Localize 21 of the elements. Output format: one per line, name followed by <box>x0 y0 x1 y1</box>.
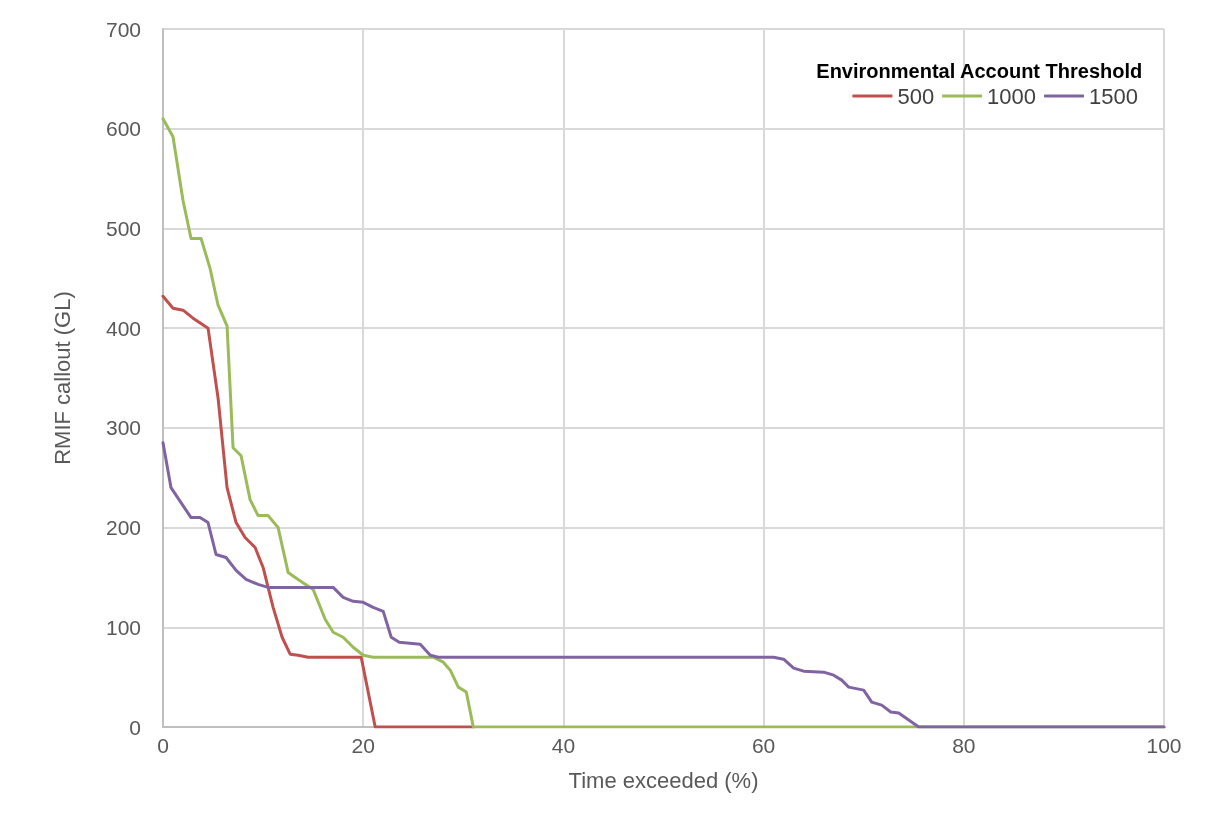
legend-title: Environmental Account Threshold <box>816 60 1143 82</box>
x-tick-label: 100 <box>1146 734 1182 757</box>
y-tick-label: 700 <box>105 17 141 41</box>
y-tick-label: 0 <box>129 715 141 739</box>
x-tick-label: 0 <box>157 734 169 757</box>
y-tick-label: 500 <box>105 216 141 240</box>
x-tick-label: 80 <box>952 734 976 757</box>
legend-label: 500 <box>897 83 935 109</box>
y-axis-title: RMIF callout (GL) <box>49 291 75 465</box>
y-tick-label: 200 <box>105 516 141 540</box>
legend-label: 1500 <box>1089 83 1139 109</box>
legend-label: 1000 <box>987 83 1037 109</box>
y-tick-label: 300 <box>105 416 141 440</box>
y-tick-label: 600 <box>105 117 141 141</box>
y-tick-label: 100 <box>105 615 141 639</box>
x-tick-label: 40 <box>551 734 576 757</box>
x-tick-label: 60 <box>751 734 776 757</box>
x-axis-title: Time exceeded (%) <box>568 767 759 793</box>
line-series <box>161 294 475 729</box>
x-tick-label: 20 <box>351 734 375 757</box>
y-tick-label: 400 <box>105 316 141 340</box>
